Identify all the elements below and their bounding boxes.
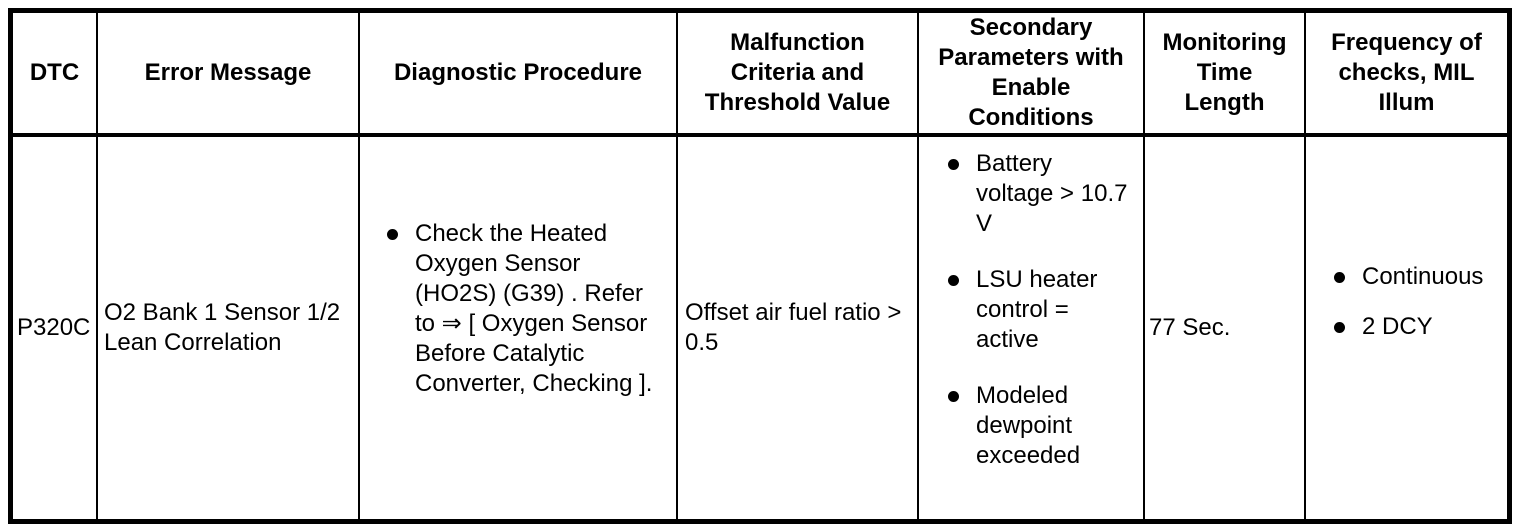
monitoring-time-length-text: 77 Sec. [1149,314,1231,341]
list-item: Check the Heated Oxygen Sensor (HO2S) (G… [387,219,672,399]
list-item: Continuous [1334,262,1507,292]
error-message-text: O2 Bank 1 Sensor 1/2 Lean Correlation [104,299,341,356]
secondary-parameters-list: Battery voltage > 10.7 V LSU heater cont… [948,149,1141,471]
dtc-table: DTC Error Message Diagnostic Procedure M… [8,8,1512,524]
header-cell-secondary-parameters: Secondary Parameters with Enable Conditi… [919,13,1145,137]
cell-frequency-of-checks: Continuous 2 DCY [1306,137,1507,519]
frequency-of-checks-list: Continuous 2 DCY [1334,262,1507,342]
header-cell-malfunction-criteria: Malfunction Criteria and Threshold Value [678,13,919,137]
bullet-icon [387,229,398,240]
bullet-icon [1334,322,1345,333]
header-cell-monitoring-time-length: Monitoring Time Length [1145,13,1306,137]
list-item-text: Battery voltage > 10.7 V [976,150,1128,237]
list-item: Battery voltage > 10.7 V [948,149,1141,239]
header-cell-dtc: DTC [13,13,98,137]
diagnostic-procedure-list: Check the Heated Oxygen Sensor (HO2S) (G… [387,219,672,399]
bullet-icon [948,159,959,170]
list-item: 2 DCY [1334,312,1507,342]
bullet-icon [948,391,959,402]
list-item-text: Check the Heated Oxygen Sensor (HO2S) (G… [415,220,653,397]
cell-monitoring-time-length: 77 Sec. [1145,137,1306,519]
header-cell-error-message: Error Message [98,13,360,137]
list-item-text: Modeled dewpoint exceeded [976,382,1081,469]
header-cell-frequency-of-checks: Frequency of checks, MIL Illum [1306,13,1507,137]
cell-diagnostic-procedure: Check the Heated Oxygen Sensor (HO2S) (G… [360,137,678,519]
list-item-text: 2 DCY [1362,313,1433,340]
bullet-icon [1334,272,1345,283]
malfunction-criteria-text: Offset air fuel ratio > 0.5 [685,299,902,356]
list-item-text: Continuous [1362,263,1484,290]
dtc-code: P320C [17,314,91,341]
list-item: LSU heater control = active [948,265,1141,355]
list-item: Modeled dewpoint exceeded [948,381,1141,471]
cell-secondary-parameters: Battery voltage > 10.7 V LSU heater cont… [919,137,1145,519]
cell-error-message: O2 Bank 1 Sensor 1/2 Lean Correlation [98,137,360,519]
header-cell-diagnostic-procedure: Diagnostic Procedure [360,13,678,137]
bullet-icon [948,275,959,286]
list-item-text: LSU heater control = active [976,266,1098,353]
cell-malfunction-criteria: Offset air fuel ratio > 0.5 [678,137,919,519]
cell-dtc: P320C [13,137,98,519]
